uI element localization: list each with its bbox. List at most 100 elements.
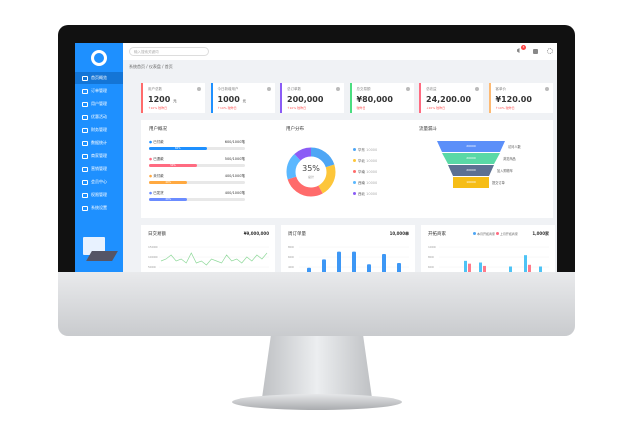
sidebar-item[interactable]: 权限管理 xyxy=(75,189,123,201)
search-input[interactable]: 输入搜索关键词 xyxy=(129,47,209,56)
weekly-bar xyxy=(367,264,371,272)
stat-trend: ↑10% 较昨日 xyxy=(217,106,237,110)
help-icon[interactable] xyxy=(197,87,201,91)
sidebar-item[interactable]: 营销管理 xyxy=(75,163,123,175)
daily-line-chart: 15000 10000 5000 xyxy=(148,245,269,269)
progress-bar: 60% xyxy=(149,147,245,150)
merchant-bar-chart: 1000 800 600 xyxy=(428,245,549,272)
daily-line xyxy=(160,252,268,266)
donut-chart xyxy=(286,147,336,197)
y-tick-label: 600 xyxy=(288,255,294,259)
weekly-bar xyxy=(322,259,326,272)
funnel-stage: 20000 xyxy=(448,165,494,176)
sidebar-item[interactable]: 首页概览 xyxy=(75,72,123,84)
stat-card: 用户总数 1200 元 ↑10% 较昨日 xyxy=(141,83,205,113)
stat-card: 今日新增用户 1000 元 ↑10% 较昨日 xyxy=(210,83,275,113)
logo-icon xyxy=(91,50,107,66)
y-tick-label: 800 xyxy=(428,255,434,259)
dashboard-screen: 首页概览 订单管理 用户管理 优惠活动 财务管理 数据统计 商家管理 营销管理 会员中心 权限管理… xyxy=(75,43,557,272)
sidebar-item[interactable]: 订单管理 xyxy=(75,85,123,97)
progress-item: ● 已退款 500/1000笔 50% xyxy=(149,157,245,167)
help-icon[interactable] xyxy=(336,87,340,91)
help-icon[interactable] xyxy=(266,87,271,91)
donut-center-label: 总计 xyxy=(307,175,314,179)
stat-label: 今日新增用户 xyxy=(217,87,239,91)
nav-icon xyxy=(82,166,88,172)
stat-trend: ↓20% 较昨日 xyxy=(426,106,446,110)
stat-card: 总订单数 200,000 ↑10% 较昨日 xyxy=(280,83,344,113)
merchant-title: 开拓商家 xyxy=(428,232,446,237)
y-tick-label: 600 xyxy=(428,265,434,269)
donut-legend-item: 西南 10000 xyxy=(353,181,377,186)
legend-last-month: 上月开拓商家 xyxy=(499,232,518,236)
help-icon[interactable] xyxy=(405,87,410,91)
sidebar-item[interactable]: 数据统计 xyxy=(75,137,123,149)
nav-icon xyxy=(82,88,88,94)
sidebar-item[interactable]: 系统设置 xyxy=(75,202,123,214)
stat-label: 总订单数 xyxy=(287,87,301,91)
weekly-bar-chart: 800 600 400 xyxy=(288,245,409,272)
stat-card: 总收益 24,200.00 ↓20% 较昨日 xyxy=(419,83,483,113)
y-tick-label: 15000 xyxy=(148,245,158,249)
sidebar-illustration xyxy=(79,233,119,268)
overview-panel: 用户概况 ● 已付款 600/1000笔 60% ● 已退款 500/1000笔 50% ●… xyxy=(141,120,553,218)
funnel-stage: 20000 xyxy=(437,141,505,152)
help-icon[interactable] xyxy=(544,87,549,91)
speaker-notification-icon[interactable] xyxy=(517,48,520,53)
stat-trend: ↑10% 较昨日 xyxy=(495,106,515,110)
weekly-panel: 周订单量 10,000单 800 600 400 xyxy=(281,225,415,272)
stat-trend: ↑10% 较昨日 xyxy=(148,106,168,110)
funnel-title: 流量漏斗 xyxy=(419,127,437,132)
help-icon[interactable] xyxy=(475,87,479,91)
progress-item: ● 已发货 400/1000笔 40% xyxy=(149,191,245,201)
progress-item: ● 未付款 400/1000笔 40% xyxy=(149,174,245,184)
stat-trend: 较昨日 xyxy=(356,106,366,110)
funnel-stage: 20000 xyxy=(442,153,500,164)
sidebar-item[interactable]: 用户管理 xyxy=(75,98,123,110)
progress-title: 用户概况 xyxy=(149,127,167,132)
settings-icon[interactable] xyxy=(547,48,553,54)
merchant-bar-this-month xyxy=(524,255,527,272)
daily-title: 日交易额 xyxy=(148,232,166,237)
weekly-total: 10,000单 xyxy=(389,231,409,236)
weekly-bar xyxy=(307,267,311,272)
daily-panel: 日交易额 ¥9,000,000 15000 10000 5000 xyxy=(141,225,275,272)
stat-value: 24,200.00 xyxy=(426,95,472,104)
funnel-label: 浏览商品 xyxy=(503,157,516,161)
sidebar-item[interactable]: 财务管理 xyxy=(75,124,123,136)
merchant-bar-last-month xyxy=(468,263,471,272)
stat-label: 用户总数 xyxy=(148,87,162,91)
merchant-bar-last-month xyxy=(483,265,486,272)
stat-value: 1200 xyxy=(148,95,171,104)
stat-label: 客单价 xyxy=(495,87,507,91)
monitor-stand xyxy=(262,336,372,398)
weekly-title: 周订单量 xyxy=(288,232,306,237)
sidebar: 首页概览 订单管理 用户管理 优惠活动 财务管理 数据统计 商家管理 营销管理 会员中心 权限管理… xyxy=(75,43,123,272)
daily-total: ¥9,000,000 xyxy=(243,231,269,236)
y-tick-label: 10000 xyxy=(148,255,158,259)
merchant-bar-last-month xyxy=(528,264,531,272)
breadcrumb: 系统首页 / 仪表盘 / 首页 xyxy=(129,64,173,69)
donut-legend-item: 华北 10000 xyxy=(353,159,377,164)
merchant-panel: 开拓商家 本月开拓商家 上月开拓商家 1,000家 1000 800 600 xyxy=(421,225,555,272)
weekly-bar xyxy=(382,254,386,272)
funnel-label: 访问人数 xyxy=(508,145,521,149)
monitor-base xyxy=(232,394,402,410)
lock-icon[interactable] xyxy=(533,49,538,54)
donut-slice xyxy=(286,147,336,197)
sidebar-item[interactable]: 商家管理 xyxy=(75,150,123,162)
nav-icon xyxy=(82,75,88,81)
sidebar-item[interactable]: 优惠活动 xyxy=(75,111,123,123)
donut-slice xyxy=(286,147,336,197)
stat-value: ¥120.00 xyxy=(495,95,532,104)
nav-icon xyxy=(82,140,88,146)
progress-bar: 40% xyxy=(149,198,245,201)
funnel-label: 提交订单 xyxy=(492,181,505,185)
merchant-bar-this-month xyxy=(479,262,482,272)
y-tick-label: 5000 xyxy=(148,265,156,269)
nav-icon xyxy=(82,127,88,133)
donut-center-value: 35% xyxy=(302,164,320,173)
donut-legend-item: 华东 10000 xyxy=(353,148,377,153)
nav-icon xyxy=(82,153,88,159)
sidebar-item[interactable]: 会员中心 xyxy=(75,176,123,188)
